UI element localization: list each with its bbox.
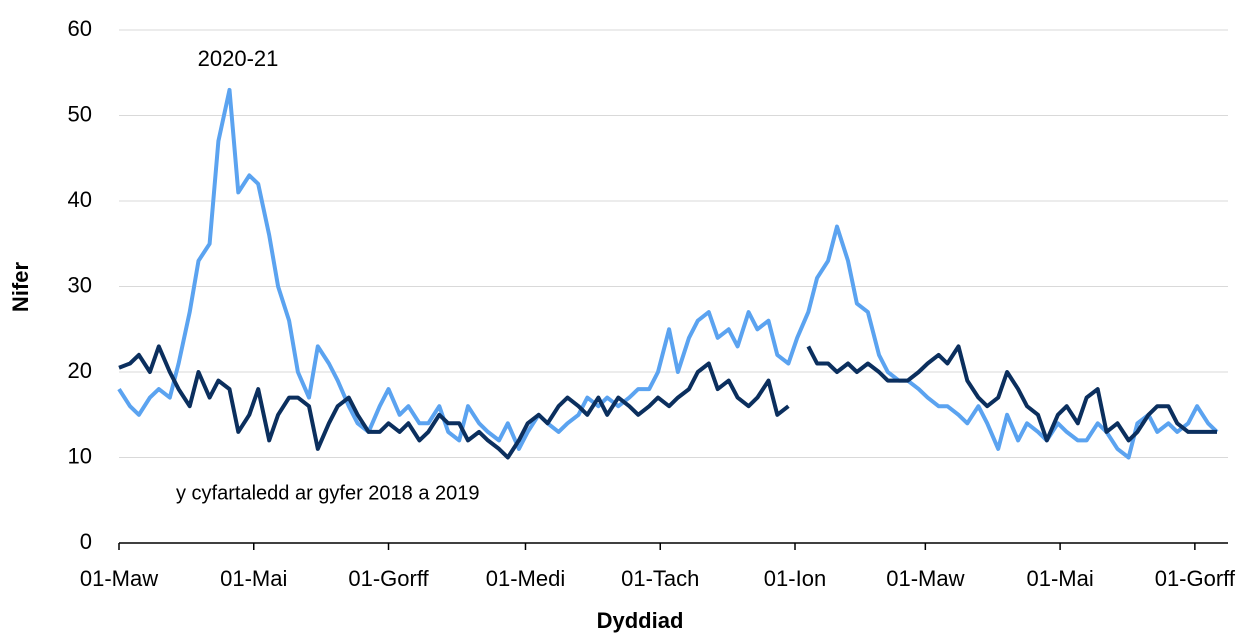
y-tick-label: 10 [68, 443, 92, 468]
x-axis-title: Dyddiad [597, 608, 684, 633]
y-tick-label: 0 [80, 529, 92, 554]
x-tick-label: 01-Ion [764, 566, 826, 591]
series-annotation: y cyfartaledd ar gyfer 2018 a 2019 [176, 482, 480, 504]
y-tick-label: 50 [68, 101, 92, 126]
x-tick-label: 01-Tach [621, 566, 699, 591]
series-line [118, 344, 790, 460]
x-tick-label: 01-Maw [80, 566, 158, 591]
x-tick-label: 01-Medi [486, 566, 565, 591]
y-tick-label: 30 [68, 272, 92, 297]
series-line [806, 344, 1217, 443]
x-tick-label: 01-Gorff [1155, 566, 1236, 591]
x-tick-label: 01-Mai [1026, 566, 1093, 591]
y-tick-label: 20 [68, 358, 92, 383]
x-tick-label: 01-Maw [886, 566, 964, 591]
x-tick-label: 01-Mai [220, 566, 287, 591]
series-line [117, 87, 1219, 460]
series-annotation: 2020-21 [198, 46, 279, 71]
y-tick-label: 40 [68, 187, 92, 212]
y-axis-title: Nifer [8, 262, 33, 313]
y-tick-label: 60 [68, 16, 92, 41]
x-tick-label: 01-Gorff [348, 566, 429, 591]
